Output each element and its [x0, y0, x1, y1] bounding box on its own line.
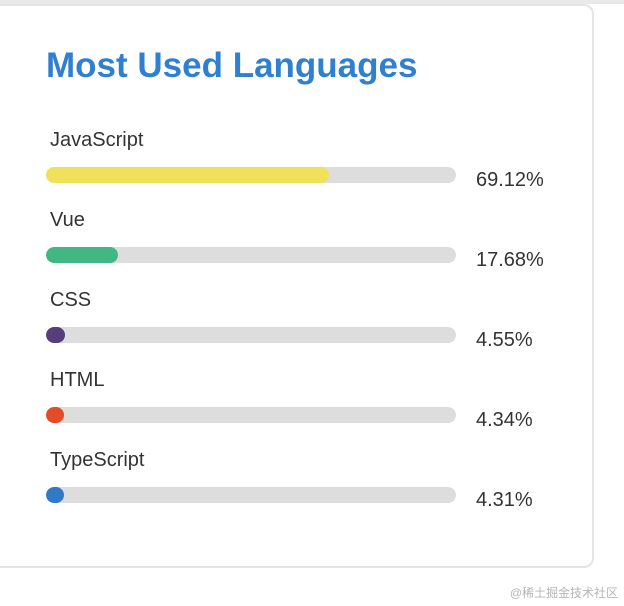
card-title: Most Used Languages	[46, 46, 418, 85]
language-name: JavaScript	[50, 129, 144, 151]
progress-fill	[46, 487, 64, 503]
language-percent: 69.12%	[476, 169, 544, 191]
progress-fill	[46, 247, 119, 263]
progress-track	[46, 327, 456, 343]
progress-fill	[46, 327, 65, 343]
progress-fill	[46, 407, 64, 423]
language-row-vue: Vue 17.68%	[0, 208, 594, 288]
language-row-javascript: JavaScript 69.12%	[0, 128, 594, 208]
language-row-html: HTML 4.34%	[0, 368, 594, 448]
progress-track	[46, 487, 456, 503]
language-percent: 4.34%	[476, 409, 533, 431]
language-percent: 4.55%	[476, 329, 533, 351]
watermark: @稀土掘金技术社区	[509, 586, 618, 600]
language-percent: 4.31%	[476, 489, 533, 511]
progress-track	[46, 407, 456, 423]
language-percent: 17.68%	[476, 249, 544, 271]
language-name: TypeScript	[50, 449, 145, 471]
top-divider	[0, 0, 624, 4]
language-row-css: CSS 4.55%	[0, 288, 594, 368]
language-row-typescript: TypeScript 4.31%	[0, 448, 594, 528]
language-name: HTML	[50, 369, 105, 391]
progress-track	[46, 167, 456, 183]
progress-track	[46, 247, 456, 263]
languages-card: Most Used Languages JavaScript 69.12% Vu…	[0, 4, 594, 568]
language-name: CSS	[50, 289, 92, 311]
progress-fill	[46, 167, 330, 183]
language-name: Vue	[50, 209, 85, 231]
